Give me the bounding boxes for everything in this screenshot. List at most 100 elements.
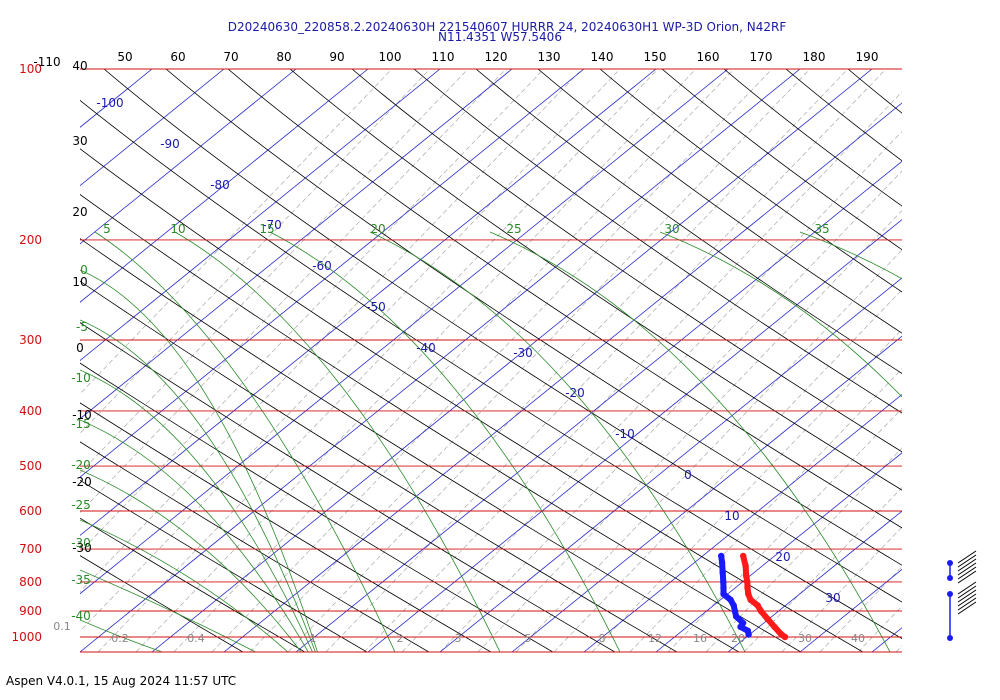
sounding-point <box>720 590 727 598</box>
mixing-ratio-line <box>80 69 393 395</box>
dry-adiabat-label: -10 <box>615 427 635 441</box>
dry-adiabat-label: -80 <box>210 178 230 192</box>
dry-adiabat-line <box>413 69 902 414</box>
dry-adiabat-line <box>227 69 902 529</box>
top-temperature-tick-label: 130 <box>538 50 561 64</box>
sounding-point <box>732 613 740 620</box>
isotherm-line <box>799 568 902 652</box>
pressure-tick-label: 400 <box>19 404 42 418</box>
mixing-ratio-line <box>80 69 583 593</box>
dry-adiabat-line <box>475 69 902 374</box>
mixing-ratio-label: 40 <box>851 632 865 645</box>
pressure-tick-label: 200 <box>19 233 42 247</box>
mixing-ratio-label: 0.2 <box>111 632 129 645</box>
dry-adiabat-label: -70 <box>262 218 282 232</box>
wind-barb-point <box>947 560 953 566</box>
sounding-point <box>718 552 725 560</box>
sounding-point <box>718 559 726 566</box>
dry-adiabat-label: -20 <box>565 386 585 400</box>
mixing-ratio-label: 0.4 <box>187 632 205 645</box>
moist-adiabat-line <box>80 319 316 652</box>
mixing-ratio-line <box>857 605 902 652</box>
mixing-ratio-label: 8 <box>599 632 606 645</box>
mixing-ratio-line <box>211 69 773 652</box>
sounding-point <box>764 615 771 623</box>
isotherm-line <box>80 69 81 70</box>
moist-adiabat-label: -15 <box>71 417 91 431</box>
isotherm-line <box>80 69 513 420</box>
moist-adiabat-label: -40 <box>71 609 91 623</box>
mixing-ratio-label: 20 <box>731 632 745 645</box>
dry-adiabat-label: -30 <box>513 346 533 360</box>
left-temperature-label: -110 <box>33 55 60 69</box>
dry-adiabat-line <box>80 194 802 652</box>
moist-adiabat-line <box>80 619 164 652</box>
moist-adiabat-line <box>80 369 313 652</box>
isotherm-line <box>871 627 902 652</box>
dry-adiabat-line <box>165 69 902 566</box>
mixing-ratio-line <box>173 69 735 652</box>
isotherm-line <box>727 510 902 652</box>
isotherm-line <box>223 102 902 652</box>
sounding-point <box>719 569 726 576</box>
mixing-ratio-line <box>515 249 902 652</box>
moist-adiabat-line <box>80 419 309 652</box>
left-temperature-label: -30 <box>72 541 92 555</box>
dry-adiabat-line <box>80 238 740 652</box>
isotherm-line <box>80 69 441 362</box>
top-temperature-tick-label: 110 <box>432 50 455 64</box>
moist-adiabat-label: -30 <box>71 536 91 550</box>
mixing-ratio-label: 2 <box>397 632 404 645</box>
moist-adiabat-label: 35 <box>814 222 829 236</box>
moist-adiabat-line <box>80 569 257 652</box>
wind-barb-feather <box>957 581 977 595</box>
sounding-point <box>740 552 747 560</box>
dry-adiabat-line <box>80 517 306 652</box>
sounding-point <box>757 607 765 615</box>
wind-barb-feather <box>957 589 977 603</box>
moist-adiabat-line <box>799 231 902 280</box>
sounding-point <box>744 578 751 586</box>
wind-barb-point <box>947 591 953 597</box>
dry-adiabat-label: 0 <box>684 468 692 482</box>
mixing-ratio-line <box>287 69 849 652</box>
dry-adiabat-label: 30 <box>825 591 840 605</box>
sounding-point <box>742 562 749 570</box>
isotherm-line <box>655 452 902 652</box>
dry-adiabat-label: -50 <box>366 300 386 314</box>
dry-adiabat-line <box>103 69 902 603</box>
top-temperature-tick-label: 60 <box>170 50 185 64</box>
moist-adiabat-label: -5 <box>76 320 88 334</box>
moist-adiabat-line <box>80 469 302 652</box>
wind-barb-feather <box>957 597 977 611</box>
top-temperature-tick-label: 170 <box>750 50 773 64</box>
moist-adiabat-label: 25 <box>506 222 521 236</box>
pressure-tick-label: 1000 <box>11 630 42 644</box>
top-temperature-tick-label: 120 <box>485 50 508 64</box>
dry-adiabat-line <box>599 69 902 293</box>
dry-adiabat-line <box>847 69 902 114</box>
dry-adiabat-line <box>80 280 678 652</box>
wind-barbs <box>947 550 977 641</box>
isotherm-line <box>511 335 902 652</box>
wind-barb-feather <box>957 570 977 584</box>
isotherm-line <box>80 69 225 187</box>
left-temperature-label: -10 <box>72 408 92 422</box>
mixing-ratio-line <box>401 130 902 652</box>
isotherm-line <box>0 69 8 652</box>
mixing-ratio-line <box>972 69 1000 652</box>
left-temperature-label: 0 <box>76 341 84 355</box>
wind-barb-feather <box>957 601 977 615</box>
isobars <box>80 68 902 653</box>
dry-adiabat-line <box>910 69 1000 662</box>
moist-adiabat-label: -20 <box>71 458 91 472</box>
footer-text: Aspen V4.0.1, 15 Aug 2024 11:57 UTC <box>6 674 236 688</box>
moist-adiabat-line <box>80 269 318 652</box>
sounding-point <box>781 633 789 641</box>
wind-barb-feather <box>957 593 977 607</box>
mixing-ratio-line <box>249 69 811 652</box>
wind-barb-feather <box>957 558 977 572</box>
isotherm-line <box>439 277 902 652</box>
mixing-ratio-label: 30 <box>798 632 812 645</box>
